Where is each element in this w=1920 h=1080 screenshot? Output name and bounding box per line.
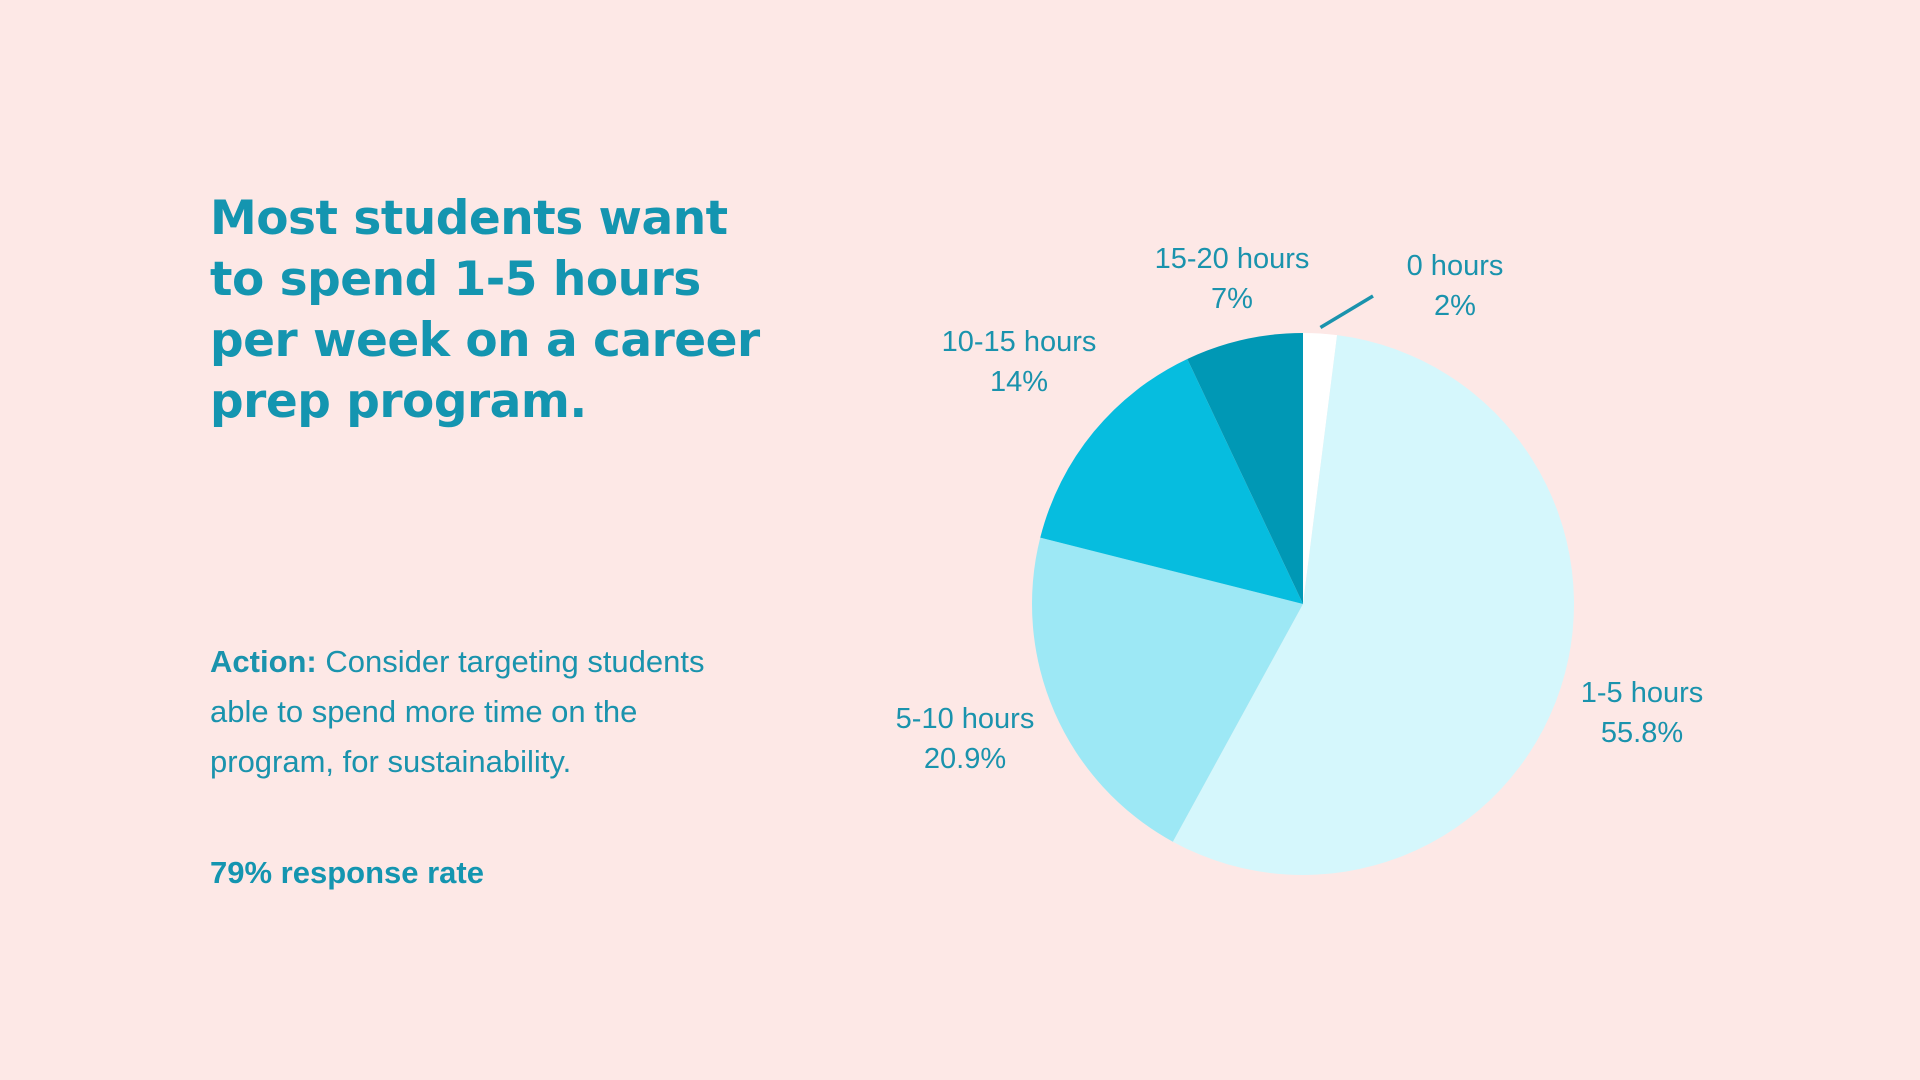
action-label: Action: — [210, 644, 317, 679]
pie-slice-15-20-hours — [1187, 333, 1303, 604]
pie-label-0-hours: 0 hours — [1407, 250, 1504, 282]
pie-slice-5-10-hours — [1031, 537, 1303, 842]
response-rate: 79% response rate — [210, 855, 484, 890]
pie-label-1-5-hours: 1-5 hours — [1581, 677, 1704, 709]
pie-leader-lines — [1319, 294, 1374, 330]
pie-slice-1-5-hours — [1172, 335, 1575, 875]
pie-slices — [1031, 333, 1575, 875]
pie-slice-10-15-hours — [1040, 358, 1303, 604]
pie-labels: 0 hours 2% 1-5 hours 55.8% 5-10 hours 20.9% 10… — [896, 243, 1704, 775]
pie-value-15-20-hours: 7% — [1211, 283, 1253, 315]
pie-value-0-hours: 2% — [1434, 290, 1476, 322]
pie-value-10-15-hours: 14% — [990, 366, 1048, 398]
pie-value-5-10-hours: 20.9% — [924, 743, 1006, 775]
pie-label-5-10-hours: 5-10 hours — [896, 703, 1035, 735]
pie-value-1-5-hours: 55.8% — [1601, 717, 1683, 749]
page-title: Most students want to spend 1-5 hours pe… — [210, 191, 760, 429]
action-text: Consider targeting students able to spen… — [210, 644, 705, 779]
pie-slice-0-hours — [1303, 333, 1338, 604]
pie-leader-line-0-hours — [1319, 294, 1374, 330]
pie-label-15-20-hours: 15-20 hours — [1155, 243, 1310, 275]
action-note: Action: Consider targeting students able… — [210, 637, 730, 787]
pie-label-10-15-hours: 10-15 hours — [942, 326, 1097, 358]
